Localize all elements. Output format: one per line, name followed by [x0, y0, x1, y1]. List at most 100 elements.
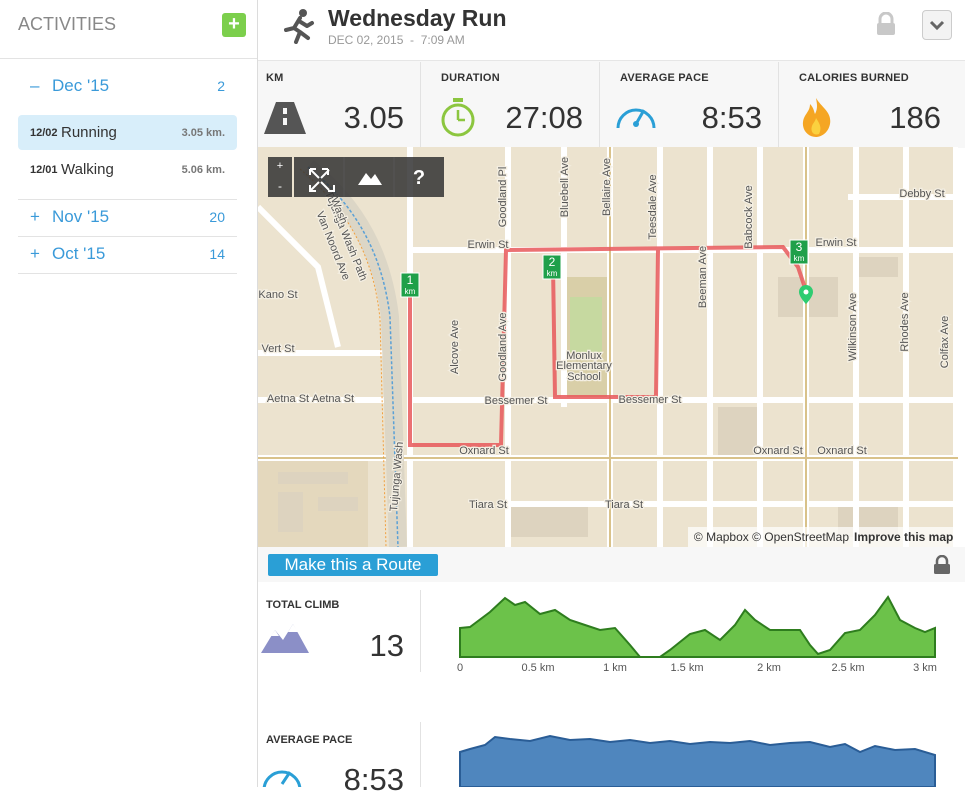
stat-label: AVERAGE PACE: [620, 72, 709, 84]
divider: [18, 273, 237, 274]
pace-area: [459, 734, 936, 787]
divider: [420, 722, 421, 787]
map-label: Aetna St: [267, 393, 309, 405]
route-line: [408, 244, 810, 447]
mountain-icon: [261, 624, 309, 653]
x-axis-label: 3 km: [913, 662, 937, 674]
map-label: Colfax Ave: [939, 316, 951, 368]
dropdown-button[interactable]: [922, 10, 952, 40]
distance-icon: [264, 102, 306, 134]
divider: [778, 62, 779, 147]
x-axis-label: 1.5 km: [670, 662, 703, 674]
x-axis-label: 0: [457, 662, 463, 674]
map-label: Bellaire Ave: [601, 158, 613, 216]
km-marker-unit: km: [405, 287, 416, 296]
month-label[interactable]: Dec '15: [52, 76, 110, 95]
sidebar: ACTIVITIES + – Dec '15 2 12/02 Running 3…: [0, 0, 257, 787]
elevation-chart: 0 0.5 km 1 km 1.5 km 2 km 2.5 km 3 km: [457, 595, 937, 674]
map-label: Bluebell Ave: [559, 157, 571, 217]
stopwatch-icon: [441, 98, 475, 137]
stat-label: CALORIES BURNED: [799, 72, 909, 84]
map-label: School: [567, 371, 601, 383]
activity-date: 12/01: [30, 164, 58, 176]
map-label: Goodland Ave: [497, 313, 509, 382]
activity-name: Running: [61, 124, 117, 141]
map-label: Kano St: [258, 289, 297, 301]
km-marker: [400, 272, 420, 298]
map-label: Tiara St: [469, 499, 507, 511]
fullscreen-button[interactable]: [309, 168, 335, 192]
terrain-button[interactable]: [358, 173, 382, 185]
section-value: 13: [369, 628, 404, 663]
zoom-in[interactable]: +: [277, 160, 283, 172]
stat-value: 27:08: [505, 100, 583, 135]
divider: [0, 58, 257, 59]
sidebar-title: ACTIVITIES: [18, 14, 117, 34]
divider: [18, 199, 237, 200]
map-controls: + - ?: [268, 157, 444, 197]
map-label: Rhodes Ave: [899, 292, 911, 351]
make-route-button[interactable]: Make this a Route: [268, 554, 438, 576]
improve-map-link[interactable]: Improve this map: [854, 530, 953, 544]
section-value: 8:53: [343, 762, 404, 797]
calories-icon: [802, 98, 831, 137]
route-map[interactable]: Erwin St Erwin St Bessemer St Bessemer St Ox…: [258, 147, 958, 547]
stat-value: 186: [889, 100, 941, 135]
help-button[interactable]: ?: [413, 167, 425, 189]
map-label: Erwin St: [468, 239, 509, 251]
km-marker: [542, 254, 562, 280]
add-activity-button[interactable]: +: [222, 13, 246, 37]
pace-chart: [459, 734, 936, 787]
lock-icon: [877, 12, 895, 35]
zoom-out[interactable]: -: [278, 179, 282, 193]
map-label: Oxnard St: [817, 445, 867, 457]
month-toggle[interactable]: +: [30, 244, 40, 263]
map-label: Aetna St: [312, 393, 354, 405]
divider: [420, 590, 421, 672]
stat-value: 8:53: [701, 100, 762, 135]
stat-label: DURATION: [441, 72, 500, 84]
km-marker: [789, 239, 809, 265]
month-count: 2: [217, 78, 225, 94]
activity-row-selected[interactable]: [18, 115, 237, 150]
finish-pin-dot: [803, 289, 809, 295]
month-count: 14: [209, 246, 225, 262]
map-label: Tiara St: [605, 499, 643, 511]
x-axis-label: 2 km: [757, 662, 781, 674]
month-label[interactable]: Oct '15: [52, 244, 106, 263]
x-axis-label: 2.5 km: [831, 662, 864, 674]
activity-date: 12/02: [30, 127, 58, 139]
map-major-streets: [258, 147, 958, 547]
activity-distance: 3.05 km.: [181, 127, 225, 139]
pace-icon: [616, 108, 656, 129]
km-marker-number: 1: [407, 273, 414, 287]
stat-label: KM: [266, 72, 284, 84]
map-label: Goodland Pl: [497, 167, 509, 228]
map-label: Elementary: [556, 360, 612, 372]
map-label: Bessemer St: [485, 395, 548, 407]
divider: [599, 62, 600, 147]
stat-value: 3.05: [343, 100, 404, 135]
month-label[interactable]: Nov '15: [52, 207, 110, 226]
map-attribution: © Mapbox © OpenStreetMap: [694, 530, 849, 544]
map-label: Alcove Ave: [449, 320, 461, 374]
month-toggle[interactable]: +: [30, 207, 40, 226]
map-label: Debby St: [899, 188, 944, 200]
stats-bar: [258, 60, 965, 148]
zoom-control[interactable]: [268, 157, 292, 197]
map-label: Oxnard St: [753, 445, 803, 457]
pace-icon: [262, 770, 302, 787]
map-label: Erwin St: [816, 237, 857, 249]
month-toggle[interactable]: –: [30, 76, 40, 95]
km-marker-number: 3: [796, 240, 803, 254]
map-label: Vert St: [261, 343, 294, 355]
activity-subtitle: DEC 02, 2015 - 7:09 AM: [328, 33, 465, 47]
map-labels: Erwin St Erwin St Bessemer St Bessemer St Ox…: [258, 156, 952, 514]
section-label: TOTAL CLIMB: [266, 599, 340, 611]
activity-name[interactable]: Walking: [61, 161, 114, 178]
x-axis-label: 1 km: [603, 662, 627, 674]
km-marker-unit: km: [794, 254, 805, 263]
